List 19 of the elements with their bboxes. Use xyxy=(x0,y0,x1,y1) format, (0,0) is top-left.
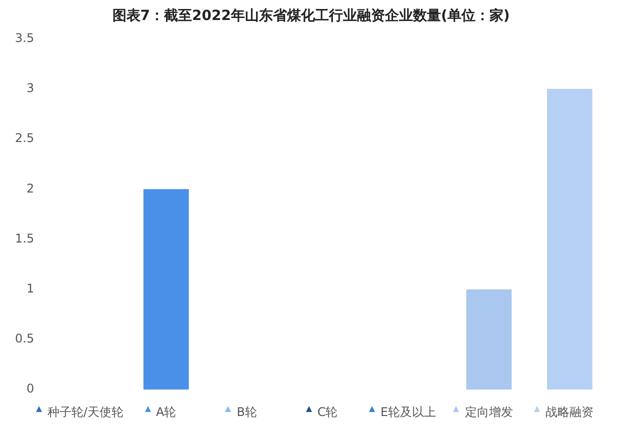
y-tick-label: 1.5 xyxy=(14,231,34,246)
x-tick-label: C轮 xyxy=(317,404,338,419)
x-tick-label: 战略融资 xyxy=(546,404,594,419)
y-tick-label: 2.5 xyxy=(14,131,34,146)
y-tick-label: 3.5 xyxy=(14,30,34,45)
x-tick-label: B轮 xyxy=(236,404,257,419)
x-tick-label: 定向增发 xyxy=(464,404,513,419)
x-tick-label: A轮 xyxy=(156,404,176,419)
y-tick-label: 3 xyxy=(26,81,34,96)
y-tick-label: 1 xyxy=(26,281,34,296)
bar xyxy=(143,189,189,390)
y-tick-label: 2 xyxy=(26,181,34,196)
y-tick-label: 0.5 xyxy=(14,332,34,346)
bar xyxy=(546,88,592,390)
chart-title: 图表7：截至2022年山东省煤化工行业融资企业数量(单位：家) xyxy=(112,7,510,24)
bar xyxy=(466,289,512,390)
x-tick-label: 种子轮/天使轮 xyxy=(47,404,124,419)
y-tick-label: 0 xyxy=(26,382,34,396)
x-tick-label: E轮及以上 xyxy=(380,404,436,419)
